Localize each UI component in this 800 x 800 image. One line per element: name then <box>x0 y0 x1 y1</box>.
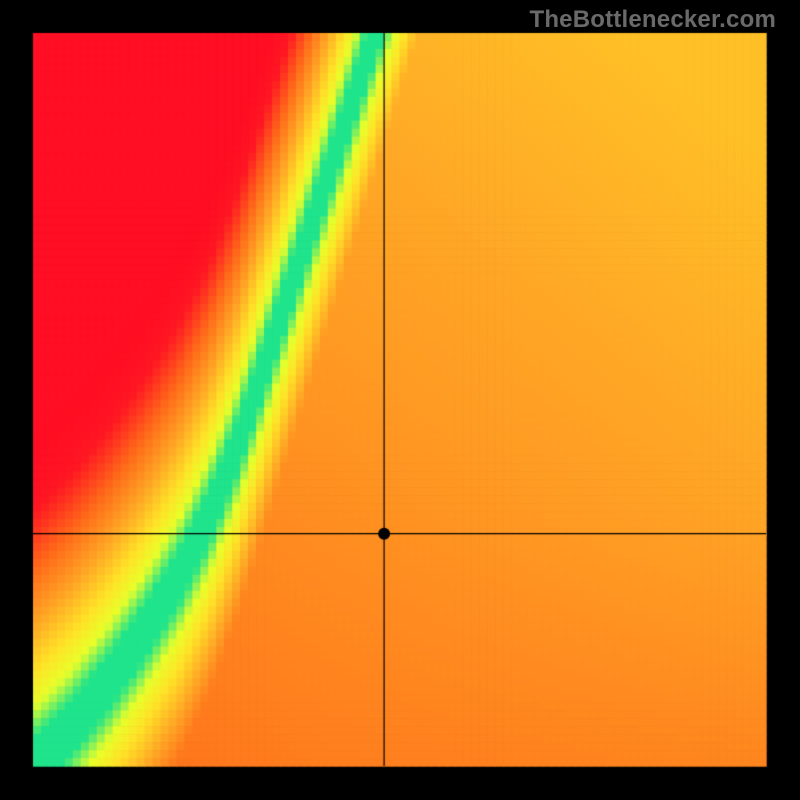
bottleneck-heatmap-canvas <box>0 0 800 800</box>
stage: TheBottlenecker.com <box>0 0 800 800</box>
watermark-text: TheBottlenecker.com <box>529 6 776 34</box>
